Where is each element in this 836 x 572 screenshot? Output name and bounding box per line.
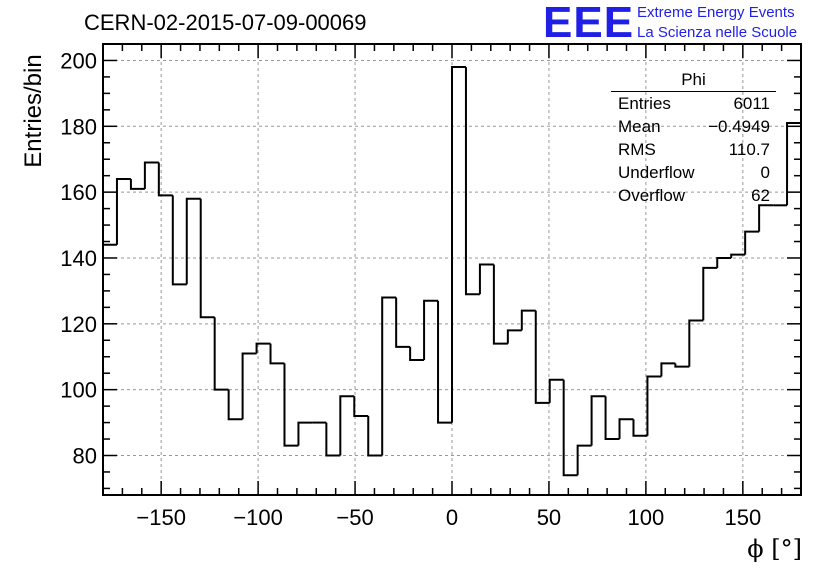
histogram-bin	[506, 329, 522, 344]
x-tick-label: −100	[233, 505, 283, 530]
histogram-bin	[534, 310, 550, 404]
histogram-bin	[674, 363, 690, 368]
histogram-bin	[395, 297, 411, 348]
histogram-bin	[660, 362, 676, 377]
x-tick-label: 0	[446, 505, 458, 530]
stats-row-mean: Mean −0.4949	[611, 115, 776, 138]
chart-title: CERN-02-2015-07-09-00069	[84, 10, 367, 35]
histogram-bin	[646, 375, 662, 436]
x-tick-label: 150	[724, 505, 761, 530]
stats-row-rms: RMS 110.7	[611, 138, 776, 161]
stats-box: Phi Entries 6011 Mean −0.4949 RMS 110.7 …	[611, 70, 776, 207]
stats-value: 0	[760, 163, 770, 182]
y-tick-label: 180	[60, 114, 97, 139]
histogram-bin	[171, 195, 187, 286]
tick-labels: −150 −100 −50 0 50 100 150 80 100 120 140 160 180 200	[60, 48, 761, 530]
histogram-bin	[702, 266, 718, 321]
logo-caption: Extreme Energy Events La Scienza nelle S…	[637, 3, 797, 43]
stats-row-entries: Entries 6011	[611, 92, 776, 115]
histogram-bin	[576, 444, 592, 476]
histogram-bin	[102, 243, 117, 495]
stats-row-underflow: Underflow 0	[611, 161, 776, 184]
stats-label: Underflow	[618, 163, 695, 182]
stats-value: 110.7	[728, 140, 770, 159]
histogram-bin	[716, 256, 732, 268]
x-tick-label: 100	[628, 505, 665, 530]
histogram-bin	[255, 342, 271, 354]
histogram-bin	[213, 317, 229, 391]
y-tick-label: 100	[60, 378, 97, 403]
histogram-bin	[758, 204, 774, 232]
x-axis-label: ϕ [°]	[747, 535, 802, 563]
histogram-bin	[143, 161, 159, 189]
histogram-bin	[464, 67, 480, 296]
histogram-bin	[688, 319, 704, 367]
histogram-bin	[339, 395, 355, 456]
stats-title: Phi	[611, 70, 776, 92]
histogram-bin	[185, 197, 201, 285]
x-tick-label: −50	[336, 505, 373, 530]
histogram-bin	[478, 263, 494, 295]
histogram-bin	[115, 177, 131, 245]
histogram-bin	[604, 396, 620, 441]
histogram-bin	[437, 300, 452, 424]
stats-value: 62	[751, 186, 770, 205]
histogram-bin	[129, 178, 145, 190]
x-tick-label: 50	[537, 505, 561, 530]
y-tick-label: 120	[60, 312, 97, 337]
histogram-bin	[283, 363, 299, 447]
stats-row-overflow: Overflow 62	[611, 184, 776, 207]
y-tick-label: 160	[60, 180, 97, 205]
logo-caption-line1: Extreme Energy Events	[637, 4, 795, 21]
histogram-bin	[297, 421, 313, 446]
logo-caption-line2: La Scienza nelle Scuole	[637, 24, 798, 41]
axis-ticks	[102, 43, 802, 495]
y-tick-label: 140	[60, 246, 97, 271]
histogram-bin	[199, 198, 215, 319]
histogram-bin	[744, 230, 760, 255]
histogram-bin	[520, 309, 536, 331]
histogram-bin	[451, 66, 466, 423]
y-tick-label: 200	[60, 48, 97, 73]
stats-label: Overflow	[618, 186, 686, 205]
stats-value: 6011	[733, 94, 770, 113]
histogram-bin	[423, 299, 439, 361]
x-tick-label: −150	[136, 505, 186, 530]
histogram-bin	[157, 162, 173, 197]
histogram-bin	[548, 378, 564, 403]
stats-label: Entries	[618, 94, 671, 113]
histogram-bin	[381, 296, 397, 456]
y-axis-label: Entries/bin	[20, 54, 47, 168]
histogram-bin	[632, 419, 648, 437]
histogram-bin	[409, 346, 425, 362]
histogram-bin	[562, 379, 578, 477]
stats-value: −0.4949	[708, 117, 770, 136]
histogram-bin	[618, 418, 634, 440]
histogram-bin	[269, 343, 285, 365]
eee-logo: EEE	[543, 0, 635, 47]
stats-label: RMS	[618, 140, 656, 159]
histogram-bin	[367, 415, 383, 457]
y-tick-label: 80	[73, 443, 97, 468]
stats-label: Mean	[618, 117, 661, 136]
histogram-bin	[492, 264, 508, 345]
histogram-bin	[353, 396, 369, 417]
histogram-bin	[730, 253, 746, 258]
histogram-bin	[590, 395, 606, 446]
histogram-bin	[241, 352, 257, 420]
histogram-bin	[227, 389, 243, 421]
histogram-bin	[325, 422, 341, 457]
